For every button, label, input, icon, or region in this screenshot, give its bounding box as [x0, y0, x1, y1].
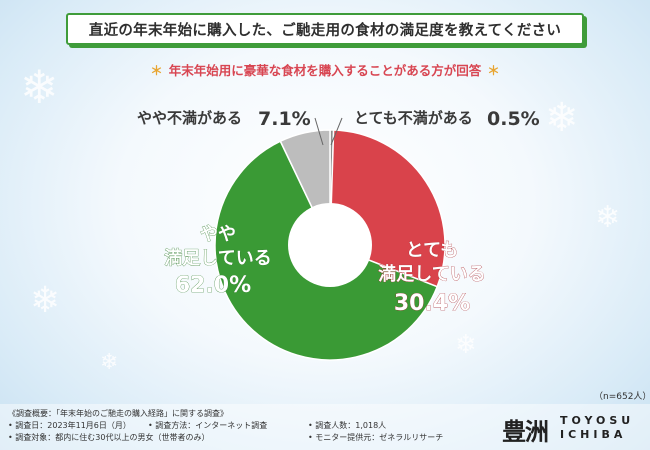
snowflake-icon: ❄: [100, 350, 119, 375]
survey-target: • 調査対象：都内に住む30代以上の男女（世帯者のみ）: [8, 433, 210, 442]
toyosu-logo-line1: TOYOSU: [560, 414, 635, 427]
label-very-satisfied-line2: 満足している: [378, 263, 485, 285]
label-somewhat-satisfied-line2: 満足している: [164, 247, 271, 269]
toyosu-logo-kanji: 豊洲: [502, 418, 549, 446]
snowflake-icon: ❄: [20, 60, 59, 114]
donut-hole: [288, 203, 372, 287]
pct-very-dissatisfied: 0.5%: [487, 108, 540, 130]
chart-subtitle: 年末年始用に豪華な食材を購入することがある方が回答: [168, 63, 482, 78]
snowflake-icon: ❄: [595, 200, 621, 235]
snowflake-icon: ❄: [545, 95, 579, 141]
survey-date: • 調査日：2023年11月6日（月）: [8, 421, 131, 430]
label-somewhat-dissatisfied: やや不満がある: [137, 109, 242, 127]
chart-title: 直近の年末年始に購入した、ご馳走用の食材の満足度を教えてください: [88, 22, 562, 39]
snowflake-icon: ❄: [455, 330, 477, 360]
title-box: 直近の年末年始に購入した、ご馳走用の食材の満足度を教えてください: [66, 13, 584, 45]
pct-somewhat-satisfied: 62.0%: [175, 273, 251, 298]
label-very-dissatisfied: とても不満がある: [354, 109, 473, 127]
footer: [0, 404, 650, 450]
toyosu-logo-line2: ICHIBA: [560, 428, 627, 441]
snowflake-icon: ❄: [30, 280, 61, 321]
label-very-satisfied-line1: とても: [406, 240, 459, 261]
survey-count: • 調査人数：1,018人: [308, 421, 387, 430]
star-icon: ＊: [150, 63, 163, 78]
monitor-provider: • モニター提供元：ゼネラルリサーチ: [308, 433, 444, 442]
pct-somewhat-dissatisfied: 7.1%: [258, 108, 311, 130]
survey-overview: 《調査概要：「年末年始のご馳走の購入経路」に関する調査》: [8, 409, 228, 418]
leader-line-somewhat-dissatisfied: [314, 117, 324, 146]
label-somewhat-satisfied-line1: やや: [200, 224, 236, 245]
pct-very-satisfied: 30.4%: [394, 291, 470, 316]
survey-method: • 調査方法：インターネット調査: [148, 421, 268, 430]
sample-size-note: （n=652人）: [594, 392, 650, 402]
leader-line-very-dissatisfied: [330, 117, 343, 146]
chart-subtitle-row: ＊ 年末年始用に豪華な食材を購入することがある方が回答 ＊: [0, 60, 650, 79]
star-icon: ＊: [487, 63, 500, 78]
